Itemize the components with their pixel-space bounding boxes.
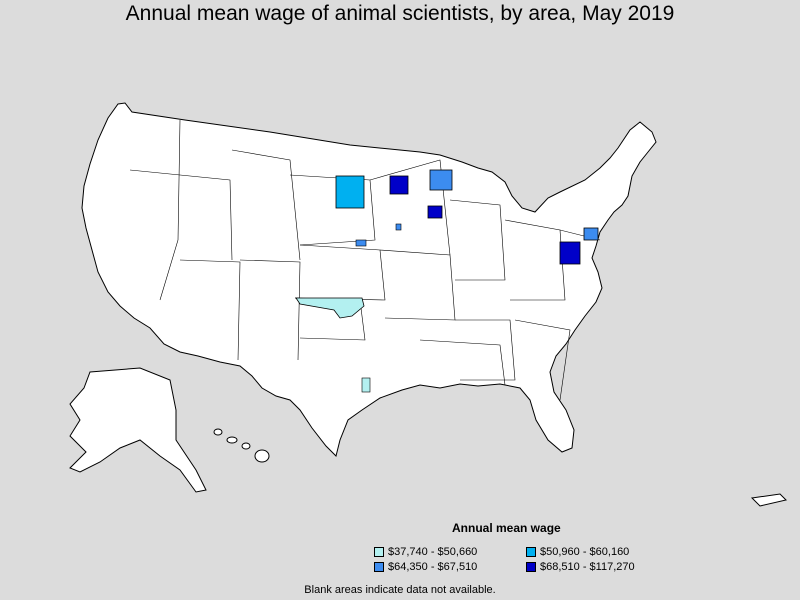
alaska-shape xyxy=(69,367,207,493)
legend-item-2: $50,960 - $60,160 xyxy=(526,546,629,558)
region-borders xyxy=(129,119,601,401)
area-dc-virginia xyxy=(559,241,581,265)
map-title: Annual mean wage of animal scientists, b… xyxy=(125,2,675,25)
area-minneapolis xyxy=(389,175,409,195)
hawaii-shape xyxy=(213,428,270,463)
area-texas xyxy=(361,377,371,393)
area-iowa xyxy=(395,223,402,231)
legend-label-2: $50,960 - $60,160 xyxy=(540,546,630,558)
legend-swatch-3 xyxy=(374,562,384,572)
legend-label-1: $37,740 - $50,660 xyxy=(388,546,478,558)
area-oklahoma xyxy=(295,297,365,319)
puerto-rico-shape xyxy=(750,493,787,507)
area-pennsylvania xyxy=(583,227,599,241)
area-wisconsin xyxy=(429,169,453,191)
legend-swatch-4 xyxy=(526,562,536,572)
legend-label-4: $68,510 - $117,270 xyxy=(540,561,635,573)
legend-label-3: $64,350 - $67,510 xyxy=(388,561,478,573)
area-nebraska xyxy=(355,239,367,247)
contiguous-us-shape xyxy=(81,102,657,457)
legend-item-1: $37,740 - $50,660 xyxy=(374,546,477,558)
legend-item-4: $68,510 - $117,270 xyxy=(526,561,635,573)
legend-title: Annual mean wage xyxy=(452,521,561,535)
data-availability-note: Blank areas indicate data not available. xyxy=(304,584,496,596)
legend-swatch-1 xyxy=(374,547,384,557)
legend-item-3: $64,350 - $67,510 xyxy=(374,561,477,573)
area-madison xyxy=(427,205,443,219)
area-northdakota xyxy=(335,175,365,209)
legend-swatch-2 xyxy=(526,547,536,557)
